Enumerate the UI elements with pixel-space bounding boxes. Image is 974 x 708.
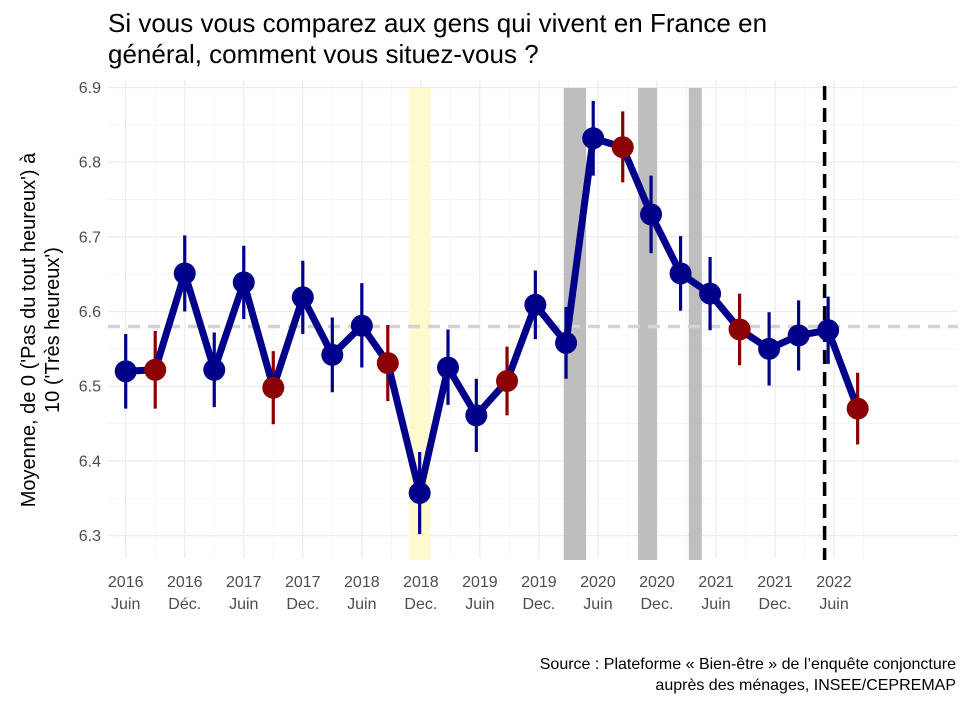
data-point bbox=[232, 271, 255, 294]
x-tick-label-period: Dec. bbox=[404, 596, 437, 613]
y-axis-label-line-1: Moyenne, de 0 ('Pas du tout heureux') à bbox=[18, 152, 40, 508]
x-tick-label-period: Juin bbox=[583, 596, 612, 613]
chart-title: Si vous vous comparez aux gens qui viven… bbox=[108, 8, 767, 70]
x-tick-label-period: Dec. bbox=[286, 596, 319, 613]
shaded-band bbox=[688, 88, 702, 560]
x-tick-label-period: Juin bbox=[701, 596, 730, 613]
y-axis-label: Moyenne, de 0 ('Pas du tout heureux') à … bbox=[17, 90, 65, 570]
y-tick-label: 6.6 bbox=[79, 304, 101, 321]
series-line bbox=[122, 134, 862, 497]
data-point bbox=[376, 352, 399, 375]
y-tick-label: 6.7 bbox=[79, 229, 101, 246]
data-point bbox=[640, 203, 663, 226]
x-tick-label-year: 2021 bbox=[698, 574, 734, 591]
data-point bbox=[114, 360, 137, 383]
data-point bbox=[144, 358, 167, 381]
source-line-1: Source : Plateforme « Bien-être » de l’e… bbox=[539, 656, 956, 673]
reference-lines bbox=[108, 86, 958, 560]
x-tick-label-period: Juin bbox=[111, 596, 140, 613]
x-tick-label-year: 2018 bbox=[344, 574, 380, 591]
x-tick-label-period: Dec. bbox=[641, 596, 674, 613]
data-point bbox=[582, 127, 605, 150]
source-line-2: auprès des ménages, INSEE/CEPREMAP bbox=[655, 677, 956, 694]
x-tick-label-year: 2018 bbox=[403, 574, 439, 591]
source-note: Source : Plateforme « Bien-être » de l’e… bbox=[540, 654, 956, 696]
shaded-band bbox=[409, 88, 431, 560]
chart-title-line-2: général, comment vous situez-vous ? bbox=[108, 39, 539, 69]
x-tick-label-year: 2016 bbox=[108, 574, 144, 591]
series-layer bbox=[114, 100, 869, 535]
x-tick-label-year: 2016 bbox=[167, 574, 203, 591]
y-tick-label: 6.4 bbox=[79, 453, 101, 470]
x-tick-label-period: Juin bbox=[819, 596, 848, 613]
data-point bbox=[787, 324, 810, 347]
data-point bbox=[321, 343, 344, 366]
data-point bbox=[758, 337, 781, 360]
x-tick-label-period: Juin bbox=[347, 596, 376, 613]
data-point bbox=[524, 293, 547, 316]
data-point bbox=[350, 314, 373, 337]
shaded-band bbox=[638, 88, 657, 560]
y-axis-label-line-2: 10 ('Très heureux') bbox=[42, 247, 64, 413]
data-point bbox=[669, 262, 692, 285]
x-tick-label-year: 2019 bbox=[462, 574, 498, 591]
x-tick-label-period: Dec. bbox=[522, 596, 555, 613]
data-point bbox=[611, 136, 634, 159]
x-tick-label-year: 2017 bbox=[226, 574, 262, 591]
x-tick-label-year: 2022 bbox=[816, 574, 852, 591]
shaded-bands bbox=[409, 88, 702, 560]
x-tick-label-period: Juin bbox=[229, 596, 258, 613]
y-tick-label: 6.3 bbox=[79, 528, 101, 545]
data-point bbox=[699, 282, 722, 305]
x-tick-label-year: 2020 bbox=[639, 574, 675, 591]
chart-title-line-1: Si vous vous comparez aux gens qui viven… bbox=[108, 8, 768, 38]
data-point bbox=[173, 262, 196, 285]
shaded-band bbox=[563, 88, 587, 560]
x-tick-label-period: Déc. bbox=[168, 596, 201, 613]
y-tick-label: 6.5 bbox=[79, 379, 101, 396]
data-point bbox=[437, 356, 459, 379]
data-point bbox=[846, 397, 869, 420]
x-tick-label-period: Juin bbox=[465, 596, 494, 613]
y-tick-label: 6.9 bbox=[79, 80, 101, 97]
data-point bbox=[728, 318, 751, 341]
data-point bbox=[291, 286, 314, 309]
y-tick-label: 6.8 bbox=[79, 155, 101, 172]
x-tick-label-year: 2017 bbox=[285, 574, 321, 591]
data-point bbox=[555, 331, 578, 354]
data-point bbox=[496, 369, 519, 392]
x-tick-label-period: Dec. bbox=[759, 596, 792, 613]
x-tick-label-year: 2019 bbox=[521, 574, 557, 591]
data-point bbox=[817, 319, 840, 342]
data-point bbox=[203, 358, 226, 381]
data-point bbox=[408, 482, 431, 505]
axis-tick-labels: 6.3 6.4 6.5 6.6 6.7 6.8 6.9 2016 Juin 2016 Déc. 201… bbox=[79, 80, 852, 613]
data-point bbox=[262, 376, 285, 399]
x-tick-label-year: 2020 bbox=[580, 574, 616, 591]
x-tick-label-year: 2021 bbox=[757, 574, 793, 591]
data-point bbox=[465, 404, 488, 427]
